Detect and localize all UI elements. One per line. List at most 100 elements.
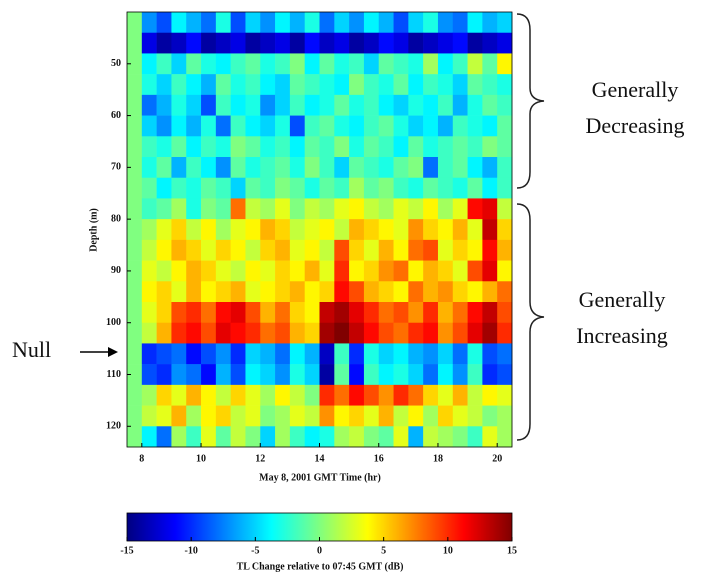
heatmap-cell — [349, 219, 365, 241]
heatmap-cell — [275, 53, 291, 75]
heatmap-cell — [452, 32, 468, 54]
heatmap-cell — [423, 198, 439, 220]
heatmap-cell — [378, 157, 394, 179]
heatmap-cell — [201, 426, 217, 448]
heatmap-cell — [201, 136, 217, 158]
heatmap-cell — [260, 426, 276, 448]
heatmap-cell — [171, 384, 187, 406]
annotation: Increasing — [576, 323, 668, 348]
heatmap-cell — [452, 405, 468, 427]
heatmap-cell — [378, 426, 394, 448]
heatmap-cell — [289, 364, 305, 386]
heatmap-cell — [349, 302, 365, 324]
heatmap-cell — [467, 405, 483, 427]
heatmap-cell — [378, 94, 394, 116]
heatmap-cell — [423, 384, 439, 406]
arrow-head — [108, 347, 118, 357]
heatmap-cell — [334, 281, 350, 303]
heatmap-cell — [334, 198, 350, 220]
heatmap-cell — [437, 302, 454, 324]
heatmap-cell — [260, 177, 276, 199]
heatmap-cell — [156, 157, 172, 179]
heatmap-cell — [186, 343, 202, 365]
heatmap-cell — [363, 53, 380, 75]
heatmap-cell — [215, 260, 231, 282]
heatmap-cell — [423, 302, 439, 324]
heatmap-cell — [230, 343, 246, 365]
heatmap-cell — [363, 281, 380, 303]
heatmap-cell — [393, 322, 409, 344]
heatmap-cell — [186, 32, 202, 54]
heatmap-cell — [349, 384, 365, 406]
heatmap-cell — [304, 364, 320, 386]
heatmap-cell — [482, 426, 498, 448]
heatmap-cell — [141, 74, 157, 96]
heatmap-cell — [467, 74, 483, 96]
heatmap-cell — [393, 219, 409, 241]
heatmap-cell — [215, 219, 231, 241]
heatmap-cell — [245, 74, 261, 96]
heatmap-cell — [334, 177, 350, 199]
heatmap-cell — [482, 74, 498, 96]
heatmap-cell — [186, 322, 202, 344]
colorbar-tick-label: -10 — [184, 545, 197, 556]
heatmap-cell — [482, 343, 498, 365]
heatmap-cell — [482, 364, 498, 386]
heatmap-cell — [363, 364, 380, 386]
heatmap-cell — [171, 302, 187, 324]
heatmap-cell — [201, 12, 217, 34]
heatmap-cell — [482, 302, 498, 324]
heatmap-cell — [245, 343, 261, 365]
heatmap-cell — [393, 115, 409, 137]
heatmap-cell — [230, 322, 246, 344]
heatmap-cell — [127, 281, 143, 303]
heatmap-cell — [349, 74, 365, 96]
heatmap-cell — [127, 177, 143, 199]
heatmap-cell — [275, 322, 291, 344]
heatmap-cell — [275, 32, 291, 54]
heatmap-cell — [437, 53, 454, 75]
heatmap-cell — [230, 115, 246, 137]
heatmap-cell — [275, 219, 291, 241]
heatmap-cell — [497, 343, 513, 365]
heatmap-cell — [319, 94, 335, 116]
heatmap-cell — [349, 115, 365, 137]
colorbar-tick-label: 10 — [443, 545, 453, 556]
heatmap-cell — [349, 239, 365, 261]
heatmap-cell — [437, 32, 454, 54]
heatmap-cell — [260, 405, 276, 427]
heatmap-cell — [215, 157, 231, 179]
heatmap-cell — [127, 74, 143, 96]
brace — [516, 203, 545, 441]
heatmap-cell — [186, 136, 202, 158]
heatmap-cell — [171, 136, 187, 158]
heatmap-cell — [127, 302, 143, 324]
heatmap-cell — [423, 260, 439, 282]
heatmap-cell — [497, 157, 513, 179]
heatmap-cell — [127, 198, 143, 220]
heatmap-cell — [423, 157, 439, 179]
heatmap-cell — [349, 198, 365, 220]
heatmap-cell — [334, 260, 350, 282]
heatmap-cell — [319, 177, 335, 199]
heatmap-cell — [378, 302, 394, 324]
heatmap-cell — [482, 384, 498, 406]
heatmap-cell — [363, 157, 380, 179]
heatmap-cell — [408, 281, 424, 303]
heatmap-cell — [378, 53, 394, 75]
heatmap-cell — [156, 343, 172, 365]
heatmap-cell — [423, 343, 439, 365]
heatmap-cell — [304, 281, 320, 303]
x-tick-label: 14 — [315, 453, 325, 464]
heatmap-cell — [186, 177, 202, 199]
heatmap-cell — [452, 322, 468, 344]
heatmap-cell — [334, 74, 350, 96]
heatmap-cell — [186, 239, 202, 261]
heatmap-cell — [201, 157, 217, 179]
heatmap-cell — [349, 94, 365, 116]
heatmap-cell — [304, 94, 320, 116]
heatmap-cell — [141, 260, 157, 282]
heatmap-cell — [156, 115, 172, 137]
heatmap-cell — [349, 136, 365, 158]
heatmap-cell — [289, 157, 305, 179]
